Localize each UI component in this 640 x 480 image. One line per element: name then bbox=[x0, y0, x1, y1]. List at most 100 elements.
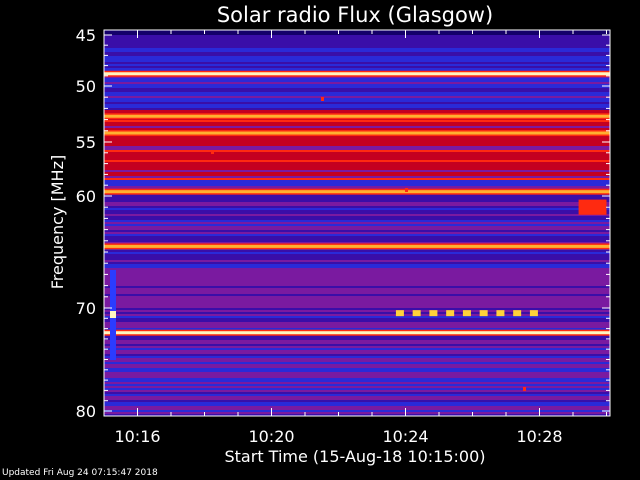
frequency-band bbox=[104, 72, 610, 76]
noise-row bbox=[104, 326, 610, 328]
noise-row bbox=[104, 38, 610, 40]
noise-row bbox=[104, 382, 610, 384]
plot-frame bbox=[103, 29, 611, 417]
noise-speckle bbox=[405, 188, 408, 192]
frequency-band bbox=[104, 244, 610, 248]
noise-row bbox=[104, 236, 610, 238]
noise-row bbox=[104, 366, 610, 368]
noise-row bbox=[104, 98, 610, 100]
noise-row bbox=[104, 368, 610, 370]
noise-row bbox=[104, 238, 610, 240]
noise-row bbox=[104, 186, 610, 188]
noise-row bbox=[104, 268, 610, 270]
y-tick-label: 70 bbox=[76, 299, 96, 318]
noise-row bbox=[104, 142, 610, 144]
noise-row bbox=[104, 172, 610, 174]
noise-row bbox=[104, 316, 610, 318]
noise-row bbox=[104, 154, 610, 156]
y-tick-label: 80 bbox=[76, 402, 96, 421]
y-tick-label: 45 bbox=[76, 26, 96, 45]
noise-row bbox=[104, 296, 610, 298]
axes: 45 50 55 60 70 80 10:16 10:20 10:24 10:28 bbox=[76, 26, 611, 446]
x-tick-label: 10:28 bbox=[516, 427, 562, 446]
calibration-marker bbox=[479, 310, 488, 317]
noise-row bbox=[104, 80, 610, 82]
noise-row bbox=[104, 96, 610, 98]
noise-row bbox=[104, 280, 610, 282]
noise-row bbox=[104, 136, 610, 138]
frequency-band bbox=[104, 331, 610, 335]
noise-row bbox=[104, 314, 610, 316]
noise-row bbox=[104, 390, 610, 392]
noise-row bbox=[104, 122, 610, 124]
frequency-band bbox=[104, 131, 610, 135]
noise-row bbox=[104, 208, 610, 210]
noise-row bbox=[104, 356, 610, 358]
noise-row bbox=[104, 62, 610, 64]
noise-row bbox=[104, 100, 610, 102]
noise-row bbox=[104, 52, 610, 54]
x-tick-label: 10:24 bbox=[382, 427, 428, 446]
noise-row bbox=[104, 374, 610, 376]
noise-row bbox=[104, 218, 610, 220]
plot-area bbox=[104, 30, 610, 416]
noise-row bbox=[104, 222, 610, 224]
noise-row bbox=[104, 380, 610, 382]
noise-row bbox=[104, 242, 610, 244]
noise-row bbox=[104, 194, 610, 196]
noise-row bbox=[104, 286, 610, 288]
top-edge-band bbox=[104, 30, 610, 35]
noise-row bbox=[104, 408, 610, 410]
noise-row bbox=[104, 184, 610, 186]
noise-row bbox=[104, 258, 610, 260]
noise-row bbox=[104, 180, 610, 182]
noise-row bbox=[104, 56, 610, 58]
noise-row bbox=[104, 386, 610, 388]
noise-row bbox=[104, 90, 610, 92]
noise-row bbox=[104, 162, 610, 164]
noise-row bbox=[104, 64, 610, 66]
noise-row bbox=[104, 278, 610, 280]
noise-row bbox=[104, 92, 610, 94]
noise-row bbox=[104, 106, 610, 108]
noise-row bbox=[104, 344, 610, 346]
noise-row bbox=[104, 354, 610, 356]
noise-row bbox=[104, 176, 610, 178]
noise-row bbox=[104, 120, 610, 122]
noise-row bbox=[104, 212, 610, 214]
x-axis-label: Start Time (15-Aug-18 10:15:00) bbox=[225, 447, 486, 466]
noise-row bbox=[104, 252, 610, 254]
noise-row bbox=[104, 320, 610, 322]
noise-row bbox=[104, 230, 610, 232]
noise-row bbox=[104, 146, 610, 148]
noise-row bbox=[104, 42, 610, 44]
noise-row bbox=[104, 68, 610, 70]
chart-title: Solar radio Flux (Glasgow) bbox=[217, 3, 493, 27]
noise-row bbox=[104, 148, 610, 150]
noise-row bbox=[104, 342, 610, 344]
noise-row bbox=[104, 306, 610, 308]
noise-row bbox=[104, 302, 610, 304]
calibration-marker bbox=[395, 310, 404, 317]
noise-row bbox=[104, 140, 610, 142]
noise-row bbox=[104, 112, 610, 114]
noise-row bbox=[104, 178, 610, 180]
updated-timestamp: Updated Fri Aug 24 07:15:47 2018 bbox=[2, 468, 158, 478]
noise-row bbox=[104, 204, 610, 206]
noise-row bbox=[104, 270, 610, 272]
noise-row bbox=[104, 350, 610, 352]
noise-row bbox=[104, 282, 610, 284]
noise-row bbox=[104, 196, 610, 198]
noise-row bbox=[104, 384, 610, 386]
noise-row bbox=[104, 394, 610, 396]
noise-row bbox=[104, 78, 610, 80]
noise-row bbox=[104, 234, 610, 236]
noise-row bbox=[104, 60, 610, 62]
noise-row bbox=[104, 322, 610, 324]
noise-row bbox=[104, 138, 610, 140]
noise-row bbox=[104, 360, 610, 362]
calibration-marker bbox=[412, 310, 421, 317]
frequency-band bbox=[104, 190, 610, 194]
noise-row bbox=[104, 372, 610, 374]
